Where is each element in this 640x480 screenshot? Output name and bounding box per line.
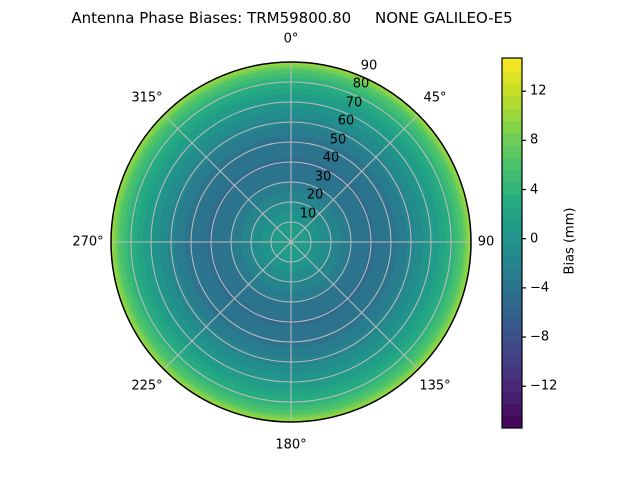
colorbar-band	[502, 120, 522, 134]
colorbar-band	[502, 268, 522, 281]
colorbar-band	[502, 255, 522, 269]
colorbar-band	[502, 219, 522, 232]
colorbar-layer	[501, 57, 526, 429]
colorbar-band	[502, 317, 522, 331]
chart-title: Antenna Phase Biases: TRM59800.80 NONE G…	[71, 9, 513, 27]
colorbar-band	[502, 403, 522, 417]
colorbar-band	[502, 354, 522, 368]
colorbar-band	[502, 292, 522, 306]
colorbar-band	[502, 58, 522, 60]
colorbar-band	[502, 415, 522, 429]
colorbar-band	[502, 108, 522, 122]
colorbar-band	[502, 243, 522, 257]
colorbar-band	[502, 305, 522, 318]
colorbar-band	[502, 391, 522, 404]
colorbar-band	[502, 145, 522, 159]
colorbar-band	[502, 71, 522, 85]
polar-axes-spine	[110, 61, 472, 423]
colorbar-band	[502, 231, 522, 245]
colorbar-band	[502, 169, 522, 183]
colorbar-band	[502, 157, 522, 171]
theta-grid-spoke	[290, 241, 419, 370]
colorbar-band	[502, 280, 522, 294]
colorbar-band	[502, 378, 522, 392]
colorbar-band	[502, 83, 522, 97]
theta-grid-spoke	[163, 241, 292, 370]
colorbar-band	[502, 59, 522, 73]
axes-spine-layer	[110, 61, 472, 423]
colorbar-outline	[501, 57, 523, 429]
colorbar-band	[502, 206, 522, 220]
colorbar-band	[502, 182, 522, 195]
colorbar-band	[502, 132, 522, 146]
colorbar-band	[502, 194, 522, 208]
polar-grid-layer	[111, 62, 471, 422]
colorbar-band	[502, 329, 522, 343]
colorbar-band	[502, 96, 522, 109]
colorbar-band	[502, 341, 522, 355]
theta-grid-spoke	[290, 114, 419, 243]
colorbar-band	[502, 366, 522, 380]
theta-grid-spoke	[163, 114, 292, 243]
